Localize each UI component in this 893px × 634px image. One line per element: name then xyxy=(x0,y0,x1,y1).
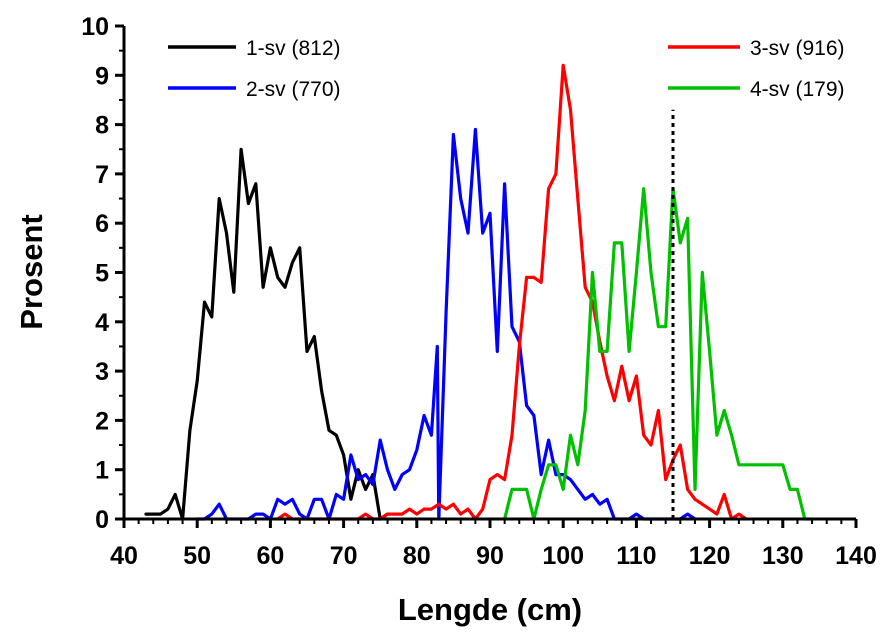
plot-lines xyxy=(144,63,814,521)
y-tick-label: 2 xyxy=(95,407,109,435)
y-tick-label: 1 xyxy=(95,457,109,485)
x-tick-label: 130 xyxy=(762,542,804,570)
y-tick-label: 6 xyxy=(95,210,109,238)
x-tick-label: 60 xyxy=(256,542,284,570)
legend-label-1: 1-sv (812) xyxy=(246,37,341,60)
x-tick-label: 50 xyxy=(183,542,211,570)
y-tick-label: 10 xyxy=(81,13,109,41)
axes xyxy=(115,24,858,528)
y-tick-label: 4 xyxy=(95,309,109,337)
x-tick-label: 70 xyxy=(330,542,358,570)
x-axis-title: Lengde (cm) xyxy=(398,592,582,627)
legend-label-4: 4-sv (179) xyxy=(750,78,845,101)
series-line-2 xyxy=(195,127,697,521)
y-tick-label: 7 xyxy=(95,161,109,189)
x-tick-label: 140 xyxy=(835,542,877,570)
y-tick-label: 0 xyxy=(95,506,109,534)
y-tick-label: 9 xyxy=(95,62,109,90)
legend: 1-sv (812) 2-sv (770) 3-sv (916) 4-sv (179) xyxy=(168,37,845,101)
x-tick-label: 110 xyxy=(616,542,656,570)
tick-labels: 40 50 60 70 80 90 100 110 120 130 140 0 1 2 3 4 5 6 7 8 9 10 xyxy=(81,13,877,570)
x-tick-label: 120 xyxy=(689,542,731,570)
y-axis-title: Prosent xyxy=(14,214,49,329)
x-tick-label: 100 xyxy=(542,542,584,570)
series-line-3 xyxy=(276,63,748,521)
x-tick-label: 90 xyxy=(476,542,504,570)
y-tick-label: 3 xyxy=(95,358,109,386)
series-line-1 xyxy=(144,147,390,521)
legend-label-2: 2-sv (770) xyxy=(246,78,341,101)
y-tick-label: 5 xyxy=(95,260,109,288)
y-tick-label: 8 xyxy=(95,112,109,140)
legend-label-3: 3-sv (916) xyxy=(750,37,845,60)
x-tick-label: 40 xyxy=(110,542,138,570)
series-line-4 xyxy=(503,187,814,521)
x-tick-label: 80 xyxy=(403,542,431,570)
